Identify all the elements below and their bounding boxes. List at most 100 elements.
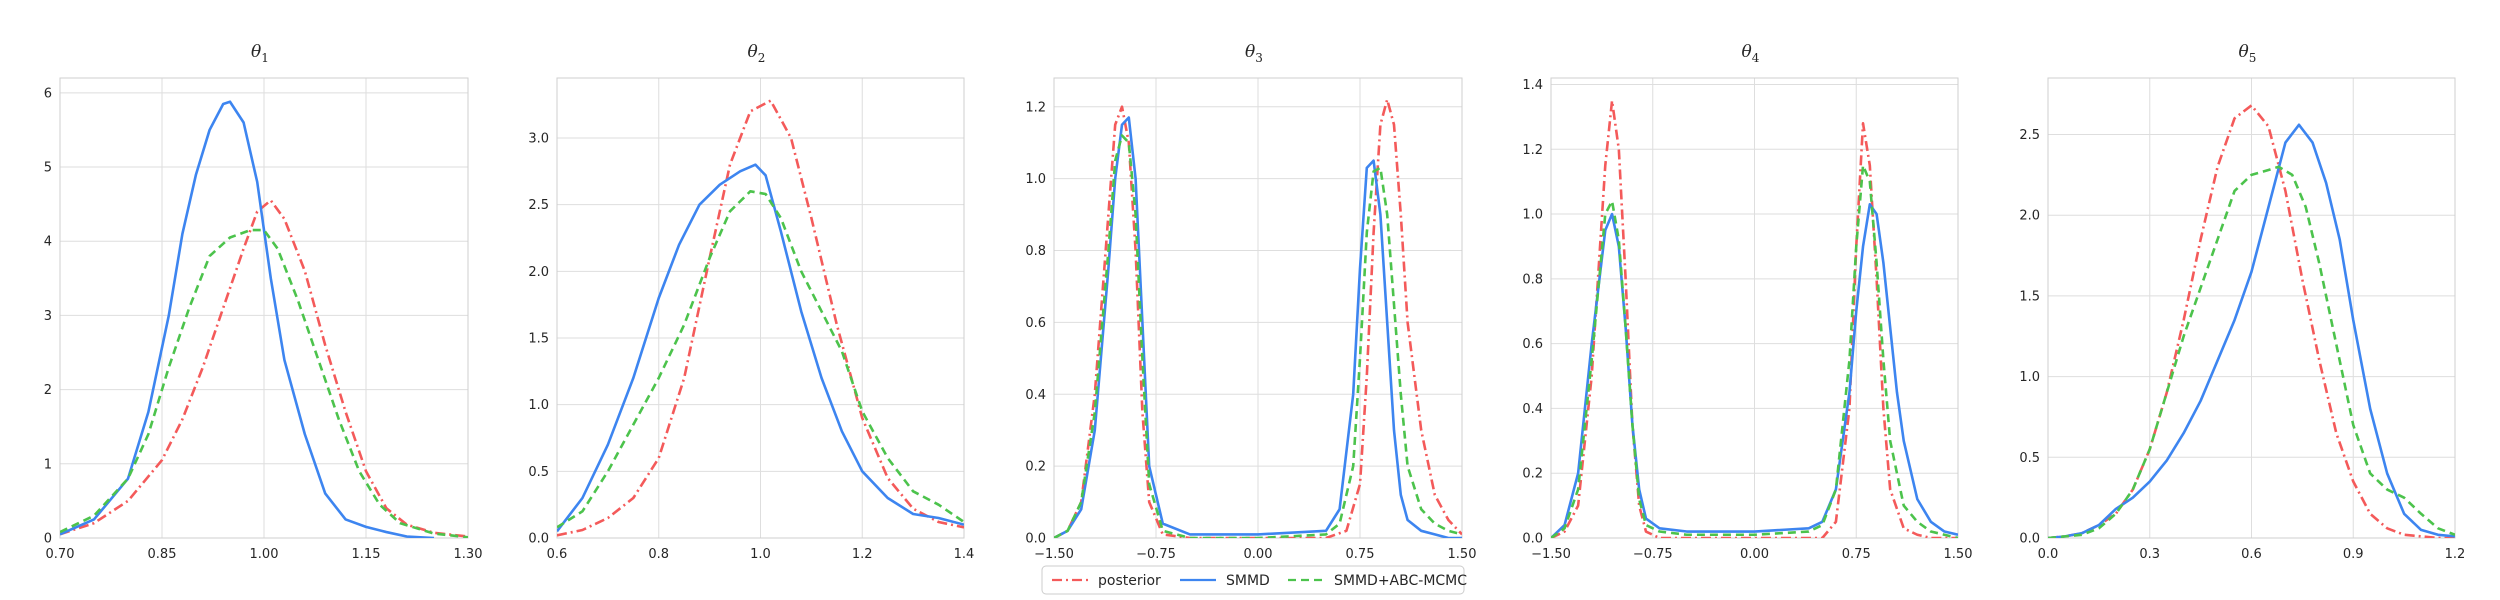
y-tick-label: 1.0 (528, 398, 549, 413)
series-line-smmd-abc-mcmc (60, 228, 468, 538)
y-tick-label: 2 (44, 383, 52, 398)
y-tick-label: 0.8 (1025, 244, 1046, 259)
panel-title-subscript: 5 (2249, 51, 2257, 65)
series-line-posterior (60, 199, 468, 538)
legend-label-smmd-abc-mcmc: SMMD+ABC-MCMC (1334, 573, 1467, 589)
y-tick-label: 0.0 (2019, 532, 2040, 547)
x-tick-label: 1.00 (250, 547, 279, 562)
plot-frame (556, 77, 965, 539)
x-tick-label: −1.50 (1531, 547, 1571, 562)
x-tick-label: 1.4 (954, 547, 975, 562)
plot-frame (59, 77, 469, 539)
panel-title-base: θ (251, 42, 261, 62)
y-tick-label: 0.5 (2019, 451, 2040, 466)
y-tick-label: 1.2 (1522, 143, 1543, 158)
x-tick-label: −0.75 (1136, 547, 1176, 562)
legend-label-smmd: SMMD (1226, 573, 1270, 589)
x-tick-label: 0.70 (46, 547, 75, 562)
x-tick-label: 0.3 (2139, 547, 2160, 562)
legend-label-posterior: posterior (1098, 573, 1161, 589)
y-tick-label: 0 (44, 532, 52, 547)
series-line-smmd-abc-mcmc (2048, 165, 2455, 538)
panel-title-base: θ (1742, 42, 1752, 62)
y-tick-label: 6 (44, 86, 52, 101)
panel-title-base: θ (2239, 42, 2249, 62)
series-line-posterior (2048, 104, 2455, 538)
y-tick-label: 1 (44, 457, 52, 472)
series-line-smmd (557, 163, 964, 533)
x-tick-label: 0.85 (148, 547, 177, 562)
panel-title: θ1 (251, 42, 269, 65)
series-line-smmd (60, 100, 435, 538)
x-tick-label: 0.0 (2038, 547, 2059, 562)
panel-title-subscript: 3 (1255, 51, 1263, 65)
x-tick-label: 1.15 (352, 547, 381, 562)
y-tick-label: 1.5 (528, 332, 549, 347)
panel-title: θ3 (1245, 42, 1263, 65)
series-line-smmd (1551, 203, 1958, 538)
y-tick-label: 0.8 (1522, 272, 1543, 287)
series-line-posterior (1551, 99, 1958, 538)
panel-theta-3: −1.50 −0.75 0.00 0.75 1.50 0.0 0.2 0.4 0.6 0.8 1.0… (1025, 42, 1476, 562)
y-tick-label: 1.4 (1522, 78, 1543, 93)
y-tick-label: 0.0 (1025, 532, 1046, 547)
panel-title-subscript: 2 (758, 51, 766, 65)
x-tick-label: 1.2 (2445, 547, 2466, 562)
x-tick-label: 0.75 (1346, 547, 1375, 562)
series-line-smmd-abc-mcmc (557, 190, 964, 529)
series-line-posterior (557, 99, 964, 537)
panel-theta-4: −1.50 −0.75 0.00 0.75 1.50 0.0 0.2 0.4 0.6 0.8 1.0… (1522, 42, 1972, 562)
y-tick-label: 0.5 (528, 465, 549, 480)
y-tick-label: 0.4 (1025, 388, 1046, 403)
y-tick-label: 0.2 (1522, 467, 1543, 482)
x-tick-label: 1.30 (454, 547, 483, 562)
y-tick-label: 3.0 (528, 132, 549, 147)
legend: posterior SMMD SMMD+ABC-MCMC (1041, 565, 1467, 595)
y-tick-label: 0.2 (1025, 460, 1046, 475)
x-tick-label: −1.50 (1034, 547, 1074, 562)
x-tick-label: 0.8 (648, 547, 669, 562)
x-tick-label: 1.50 (1944, 547, 1973, 562)
y-tick-label: 0.4 (1522, 402, 1543, 417)
panel-title: θ4 (1742, 42, 1760, 65)
panel-title: θ2 (748, 42, 766, 65)
x-tick-label: 0.6 (2241, 547, 2262, 562)
x-tick-label: 1.2 (852, 547, 873, 562)
y-tick-label: 1.0 (2019, 370, 2040, 385)
series-line-smmd-abc-mcmc (1054, 134, 1462, 538)
y-tick-label: 1.2 (1025, 100, 1046, 115)
y-tick-label: 2.0 (2019, 209, 2040, 224)
x-tick-label: 0.00 (1740, 547, 1769, 562)
x-tick-label: 0.00 (1244, 547, 1273, 562)
plot-frame (1550, 77, 1959, 539)
y-tick-label: 0.0 (1522, 532, 1543, 547)
y-tick-label: 4 (44, 235, 52, 250)
y-tick-label: 2.5 (2019, 128, 2040, 143)
series-line-smmd (2048, 123, 2455, 538)
x-tick-label: 0.6 (547, 547, 568, 562)
y-tick-label: 2.5 (528, 198, 549, 213)
y-tick-label: 5 (44, 161, 52, 176)
x-tick-label: −0.75 (1633, 547, 1673, 562)
panel-title: θ5 (2239, 42, 2257, 65)
panel-title-subscript: 4 (1752, 51, 1760, 65)
x-tick-label: 0.9 (2343, 547, 2364, 562)
legend-frame (1041, 565, 1465, 595)
y-tick-label: 0.6 (1522, 337, 1543, 352)
x-tick-label: 0.75 (1842, 547, 1871, 562)
panel-title-base: θ (748, 42, 758, 62)
y-tick-label: 0.0 (528, 532, 549, 547)
series-line-posterior (1054, 98, 1462, 538)
panel-title-base: θ (1245, 42, 1255, 62)
x-tick-label: 1.0 (750, 547, 771, 562)
panel-title-subscript: 1 (261, 51, 269, 65)
plot-frame (2047, 77, 2456, 539)
x-tick-label: 1.50 (1448, 547, 1477, 562)
series-line-smmd-abc-mcmc (1551, 164, 1958, 538)
y-tick-label: 0.6 (1025, 316, 1046, 331)
panel-theta-5: 0.0 0.3 0.6 0.9 1.2 0.0 0.5 1.0 1.5 2.0 2.5 θ5 (2019, 42, 2465, 562)
series-line-smmd (1054, 116, 1462, 538)
